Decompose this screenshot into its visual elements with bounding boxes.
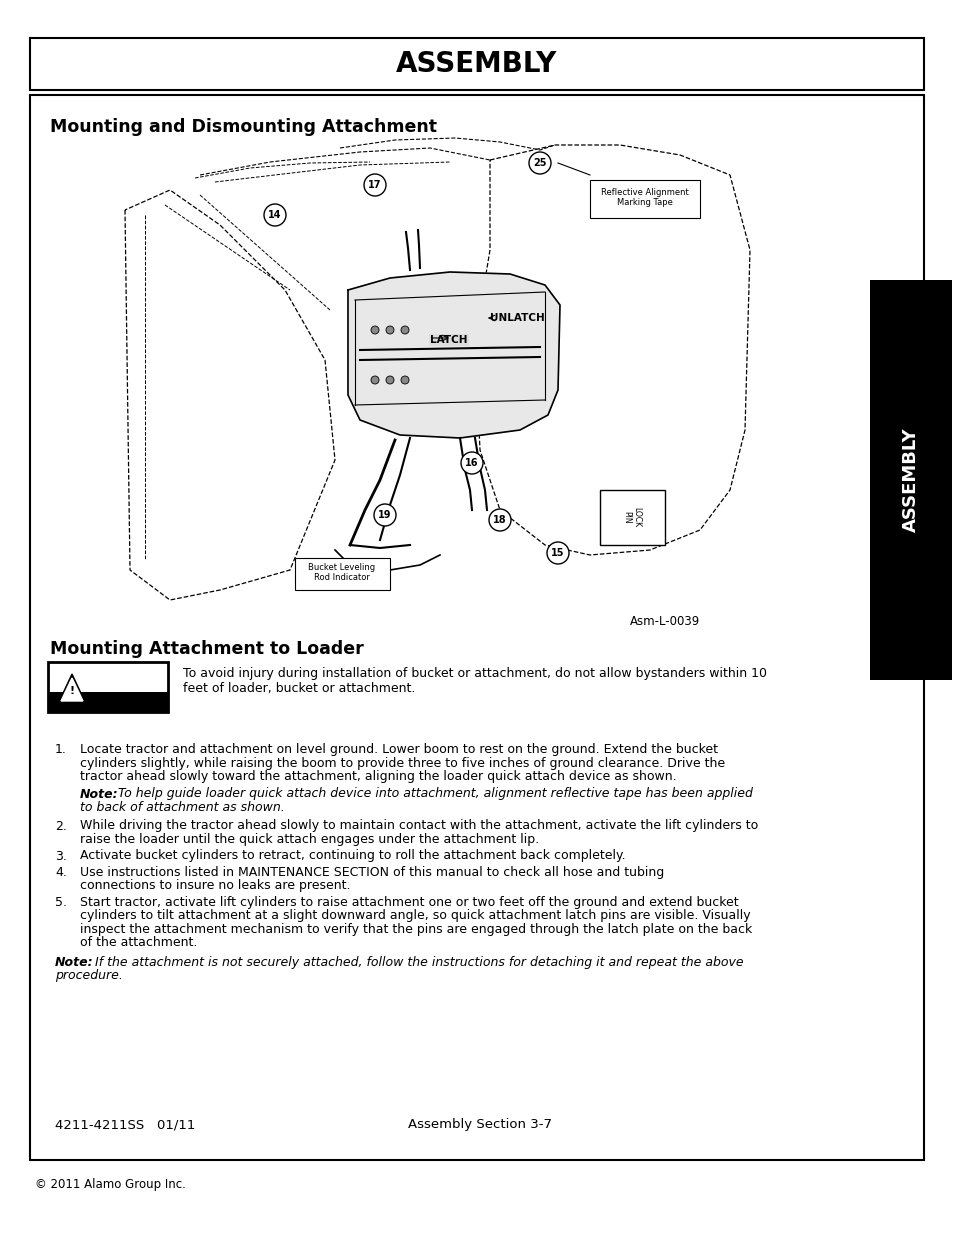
Polygon shape — [61, 678, 83, 701]
Text: LOCK
PIN: LOCK PIN — [621, 506, 641, 527]
Text: 14: 14 — [268, 210, 281, 220]
Text: 1.: 1. — [55, 743, 67, 756]
Text: 4211-4211SS   01/11: 4211-4211SS 01/11 — [55, 1118, 195, 1131]
Circle shape — [400, 326, 409, 333]
Text: Reflective Alignment
Marking Tape: Reflective Alignment Marking Tape — [600, 188, 688, 207]
Text: To help guide loader quick attach device into attachment, alignment reflective t: To help guide loader quick attach device… — [118, 788, 752, 800]
Text: cylinders slightly, while raising the boom to provide three to five inches of gr: cylinders slightly, while raising the bo… — [80, 757, 724, 769]
Text: 2.: 2. — [55, 820, 67, 832]
Circle shape — [489, 509, 511, 531]
Text: connections to insure no leaks are present.: connections to insure no leaks are prese… — [80, 879, 350, 893]
Circle shape — [386, 375, 394, 384]
Circle shape — [460, 452, 482, 474]
Text: cylinders to tilt attachment at a slight downward angle, so quick attachment lat: cylinders to tilt attachment at a slight… — [80, 909, 750, 923]
Text: 16: 16 — [465, 458, 478, 468]
Circle shape — [371, 375, 378, 384]
Text: © 2011 Alamo Group Inc.: © 2011 Alamo Group Inc. — [35, 1178, 186, 1191]
Text: feet of loader, bucket or attachment.: feet of loader, bucket or attachment. — [183, 682, 415, 695]
Text: !: ! — [70, 685, 74, 697]
Text: Note:: Note: — [80, 788, 118, 800]
Text: 19: 19 — [377, 510, 392, 520]
Text: ASSEMBLY: ASSEMBLY — [901, 427, 919, 532]
Text: to back of attachment as shown.: to back of attachment as shown. — [80, 802, 284, 814]
Text: tractor ahead slowly toward the attachment, aligning the loader quick attach dev: tractor ahead slowly toward the attachme… — [80, 769, 676, 783]
Text: Assembly Section 3-7: Assembly Section 3-7 — [408, 1118, 552, 1131]
Text: While driving the tractor ahead slowly to maintain contact with the attachment, : While driving the tractor ahead slowly t… — [80, 820, 758, 832]
Polygon shape — [58, 674, 86, 704]
Bar — [48, 662, 168, 713]
Bar — [599, 490, 664, 545]
Text: Locate tractor and attachment on level ground. Lower boom to rest on the ground.: Locate tractor and attachment on level g… — [80, 743, 718, 756]
Polygon shape — [348, 272, 559, 438]
Circle shape — [400, 375, 409, 384]
Bar — [30, 38, 923, 90]
Circle shape — [371, 326, 378, 333]
Text: LATCH: LATCH — [430, 335, 467, 345]
Text: procedure.: procedure. — [55, 969, 123, 983]
Text: Mounting and Dismounting Attachment: Mounting and Dismounting Attachment — [50, 119, 436, 136]
Text: Use instructions listed in MAINTENANCE SECTION of this manual to check all hose : Use instructions listed in MAINTENANCE S… — [80, 866, 663, 879]
Text: 4.: 4. — [55, 866, 67, 879]
Circle shape — [386, 326, 394, 333]
Text: inspect the attachment mechanism to verify that the pins are engaged through the: inspect the attachment mechanism to veri… — [80, 923, 752, 936]
Text: 17: 17 — [368, 180, 381, 190]
Text: Bucket Leveling
Rod Indicator: Bucket Leveling Rod Indicator — [308, 563, 375, 583]
Text: raise the loader until the quick attach engages under the attachment lip.: raise the loader until the quick attach … — [80, 832, 538, 846]
Circle shape — [264, 204, 286, 226]
Text: ASSEMBLY: ASSEMBLY — [395, 49, 558, 78]
Text: 15: 15 — [551, 548, 564, 558]
Text: of the attachment.: of the attachment. — [80, 936, 197, 950]
Text: Start tractor, activate lift cylinders to raise attachment one or two feet off t: Start tractor, activate lift cylinders t… — [80, 897, 738, 909]
Text: Activate bucket cylinders to retract, continuing to roll the attachment back com: Activate bucket cylinders to retract, co… — [80, 850, 625, 862]
Circle shape — [529, 152, 551, 174]
Bar — [589, 180, 700, 219]
Bar — [48, 692, 168, 713]
Text: 3.: 3. — [55, 850, 67, 862]
Text: Mounting Attachment to Loader: Mounting Attachment to Loader — [50, 640, 363, 658]
Text: To avoid injury during installation of bucket or attachment, do not allow bystan: To avoid injury during installation of b… — [183, 667, 766, 680]
Text: UNLATCH: UNLATCH — [490, 312, 544, 324]
Text: If the attachment is not securely attached, follow the instructions for detachin: If the attachment is not securely attach… — [95, 956, 742, 969]
Bar — [30, 95, 923, 1160]
Bar — [294, 558, 390, 590]
Text: 5.: 5. — [55, 897, 67, 909]
Circle shape — [546, 542, 568, 564]
Text: Note:: Note: — [55, 956, 93, 969]
Circle shape — [364, 174, 386, 196]
Circle shape — [374, 504, 395, 526]
Text: 25: 25 — [533, 158, 546, 168]
Bar — [869, 280, 951, 680]
Text: WARNING: WARNING — [77, 671, 138, 680]
Text: 18: 18 — [493, 515, 506, 525]
Text: Asm-L-0039: Asm-L-0039 — [629, 615, 700, 629]
